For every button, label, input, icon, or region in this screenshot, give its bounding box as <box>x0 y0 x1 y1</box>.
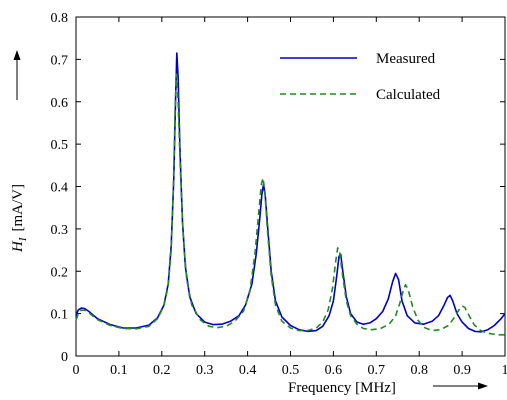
plot-frame <box>75 16 506 357</box>
x-tick-label: 1 <box>502 363 507 378</box>
series-layer <box>75 52 506 336</box>
series-line-measured <box>75 52 506 333</box>
x-tick-label: 0.3 <box>196 363 214 378</box>
y-tick-label: 0 <box>61 350 68 365</box>
x-axis-label: Frequency [MHz] <box>288 380 396 396</box>
x-axis-arrow <box>433 382 488 390</box>
x-tick-label: 0.5 <box>282 363 300 378</box>
x-tick-label: 0.2 <box>153 363 171 378</box>
x-tick-label: 0.9 <box>453 363 471 378</box>
y-tick-label: 0.3 <box>51 223 69 238</box>
axis-ticks: 0 0.1 0.2 0.3 0.4 0.5 0.6 0.7 0.8 0.9 1 0 0.1 0.2 0.3 0… <box>51 11 507 378</box>
x-tick-label: 0.8 <box>410 363 428 378</box>
y-tick-label: 0.8 <box>51 11 69 26</box>
x-tick-label: 0.4 <box>239 363 257 378</box>
series-line-calculated <box>75 73 505 336</box>
y-tick-label: 0.1 <box>51 308 69 323</box>
y-tick-label: 0.4 <box>51 181 69 196</box>
x-tick-label: 0 <box>73 363 80 378</box>
legend: Measured Calculated <box>280 51 441 103</box>
x-tick-label: 0.6 <box>325 363 343 378</box>
x-tick-label: 0.1 <box>110 363 128 378</box>
y-axis-label-main: H <box>10 240 26 253</box>
x-tick-label: 0.7 <box>368 363 386 378</box>
y-axis-label-sub: I <box>17 236 29 242</box>
y-tick-label: 0.7 <box>51 53 69 68</box>
legend-label-measured: Measured <box>376 51 436 67</box>
y-tick-label: 0.5 <box>51 138 69 153</box>
legend-label-calculated: Calculated <box>376 87 441 103</box>
y-axis-label-unit: [mA/V] <box>10 184 26 232</box>
y-tick-label: 0.2 <box>51 265 69 280</box>
y-axis-arrow <box>13 50 21 100</box>
y-tick-label: 0.6 <box>51 96 69 111</box>
y-axis-label: HI [mA/V] <box>10 184 29 253</box>
